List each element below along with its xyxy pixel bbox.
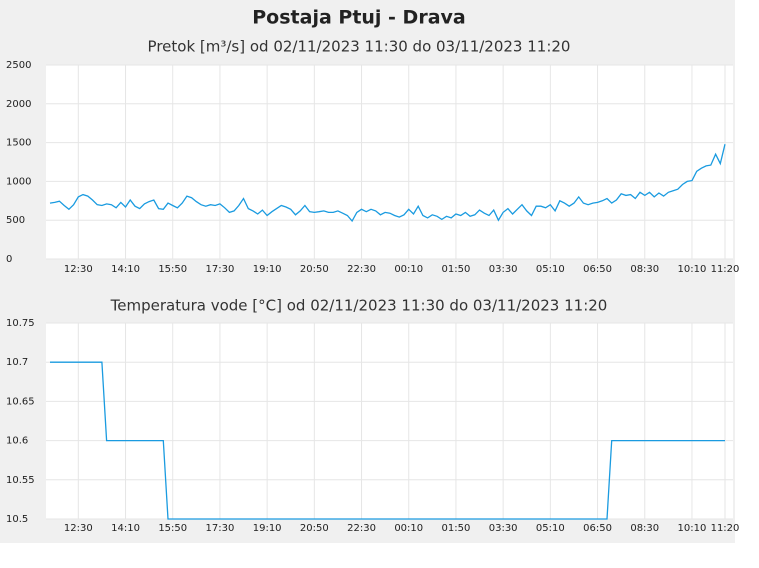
- y-tick-label: 10.75: [6, 318, 35, 329]
- x-tick-label: 12:30: [64, 264, 93, 275]
- x-tick-label: 08:30: [630, 523, 659, 534]
- x-tick-label: 06:50: [583, 264, 612, 275]
- page-title: Postaja Ptuj - Drava: [252, 7, 465, 29]
- plot-area: [46, 65, 733, 259]
- y-tick-label: 1500: [6, 138, 31, 149]
- x-tick-label: 22:30: [347, 264, 376, 275]
- y-tick-label: 10.6: [6, 436, 28, 447]
- x-tick-label: 01:50: [442, 264, 471, 275]
- x-tick-label: 17:30: [206, 523, 235, 534]
- x-tick-label: 22:30: [347, 523, 376, 534]
- x-tick-label: 03:30: [489, 523, 518, 534]
- x-tick-label: 15:50: [158, 264, 187, 275]
- y-tick-label: 1000: [6, 176, 31, 187]
- y-tick-label: 2000: [6, 99, 31, 110]
- y-tick-label: 500: [6, 215, 25, 226]
- y-tick-label: 10.5: [6, 514, 28, 525]
- x-tick-label: 11:20: [711, 264, 740, 275]
- y-tick-label: 10.65: [6, 396, 35, 407]
- x-tick-label: 10:10: [678, 264, 707, 275]
- y-tick-label: 10.7: [6, 357, 28, 368]
- x-tick-label: 20:50: [300, 523, 329, 534]
- x-tick-label: 11:20: [711, 523, 740, 534]
- x-tick-label: 08:30: [630, 264, 659, 275]
- x-tick-label: 05:10: [536, 264, 565, 275]
- y-tick-label: 0: [6, 254, 12, 265]
- data-line: [50, 361, 725, 520]
- x-tick-label: 00:10: [394, 523, 423, 534]
- data-line: [49, 144, 726, 223]
- x-tick-label: 10:10: [678, 523, 707, 534]
- y-tick-label: 10.55: [6, 475, 35, 486]
- y-tick-label: 2500: [6, 60, 31, 71]
- x-tick-label: 15:50: [158, 523, 187, 534]
- x-tick-label: 00:10: [394, 264, 423, 275]
- x-tick-label: 06:50: [583, 523, 612, 534]
- x-tick-label: 14:10: [111, 264, 140, 275]
- x-tick-label: 12:30: [64, 523, 93, 534]
- x-tick-label: 05:10: [536, 523, 565, 534]
- x-tick-label: 01:50: [442, 523, 471, 534]
- x-tick-label: 03:30: [489, 264, 518, 275]
- plot-area: [46, 323, 733, 519]
- chart-subtitle: Temperatura vode [°C] od 02/11/2023 11:3…: [110, 297, 608, 315]
- chart-subtitle: Pretok [m³/s] od 02/11/2023 11:30 do 03/…: [148, 38, 571, 56]
- x-tick-label: 19:10: [253, 264, 282, 275]
- x-tick-label: 20:50: [300, 264, 329, 275]
- x-tick-label: 19:10: [253, 523, 282, 534]
- x-tick-label: 14:10: [111, 523, 140, 534]
- x-tick-label: 17:30: [206, 264, 235, 275]
